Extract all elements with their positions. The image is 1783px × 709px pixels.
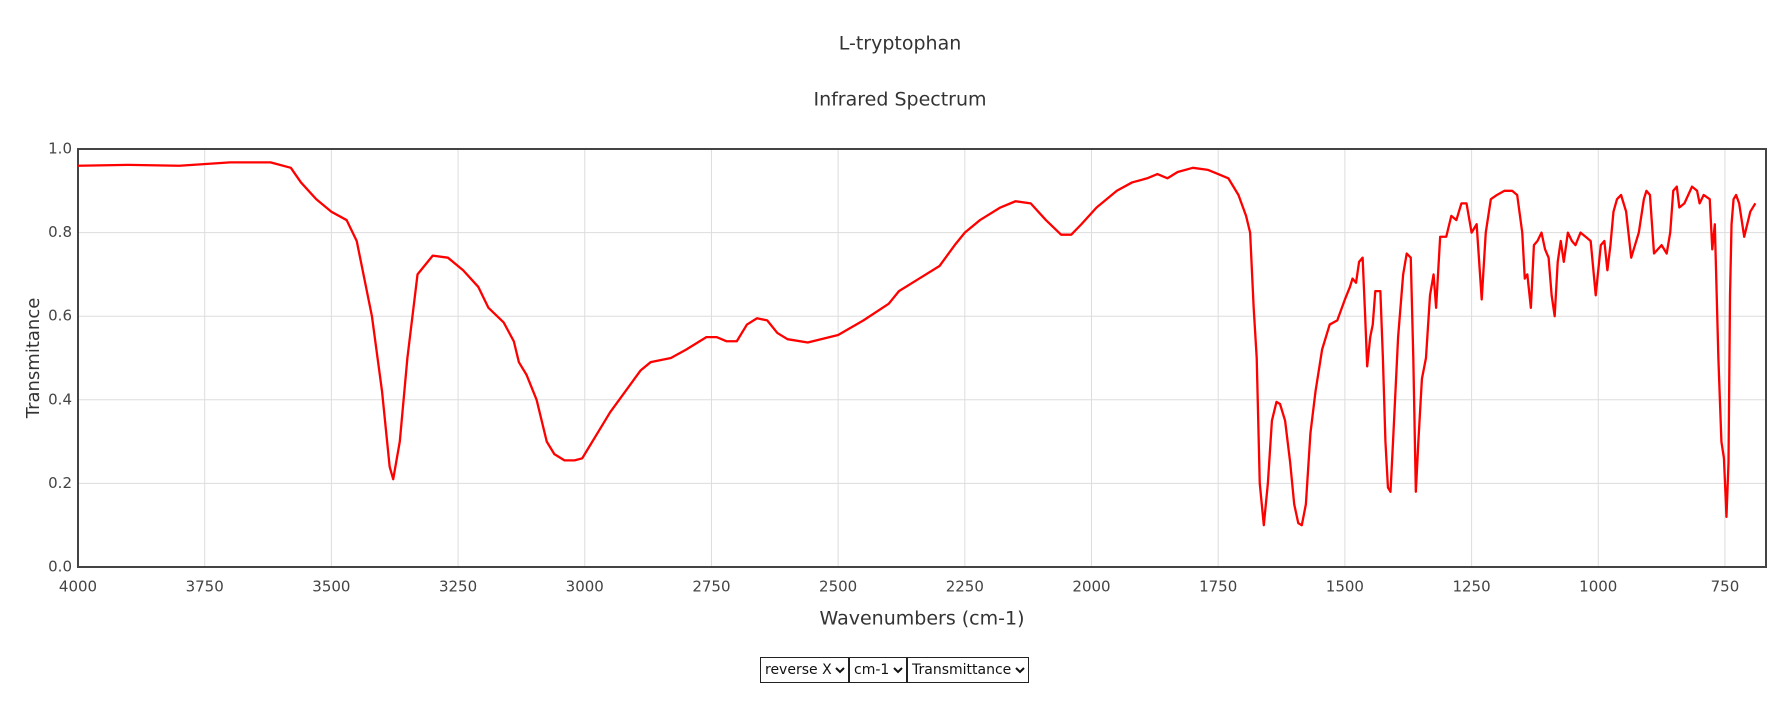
spectrum-line <box>77 161 1757 527</box>
x-tick-label: 2500 <box>819 578 857 596</box>
x-tick-label: 2250 <box>946 578 984 596</box>
mode-select[interactable]: Transmittance <box>907 657 1029 683</box>
controls: reverse X cm-1 Transmittance <box>760 657 1029 683</box>
x-tick-label: 2000 <box>1072 578 1110 596</box>
y-tick-label: 0.6 <box>48 307 72 325</box>
unit-select[interactable]: cm-1 <box>849 657 907 683</box>
y-tick-label: 1.0 <box>48 140 72 158</box>
y-tick-label: 0.2 <box>48 474 72 492</box>
reverse-x-select[interactable]: reverse X <box>760 657 849 683</box>
y-tick-label: 0.8 <box>48 223 72 241</box>
y-tick-label: 0.4 <box>48 390 72 408</box>
x-tick-label: 1750 <box>1199 578 1237 596</box>
x-tick-label: 3750 <box>186 578 224 596</box>
chart-subtitle: Infrared Spectrum <box>813 89 986 111</box>
x-tick-label: 1500 <box>1326 578 1364 596</box>
y-tick-label: 0.0 <box>48 558 72 576</box>
y-axis-label: Transmitance <box>23 298 44 420</box>
x-tick-label: 2750 <box>692 578 730 596</box>
x-tick-label: 3250 <box>439 578 477 596</box>
x-tick-label: 750 <box>1711 578 1740 596</box>
chart-title: L-tryptophan <box>839 33 962 55</box>
x-tick-label: 4000 <box>59 578 97 596</box>
x-tick-label: 1000 <box>1579 578 1617 596</box>
x-tick-label: 3000 <box>566 578 604 596</box>
x-tick-label: 3500 <box>312 578 350 596</box>
plot-frame <box>77 148 1767 568</box>
chart: L-tryptophan Infrared Spectrum Wavenumbe… <box>23 33 1767 630</box>
x-axis-label: Wavenumbers (cm-1) <box>820 608 1025 630</box>
x-tick-label: 1250 <box>1452 578 1490 596</box>
